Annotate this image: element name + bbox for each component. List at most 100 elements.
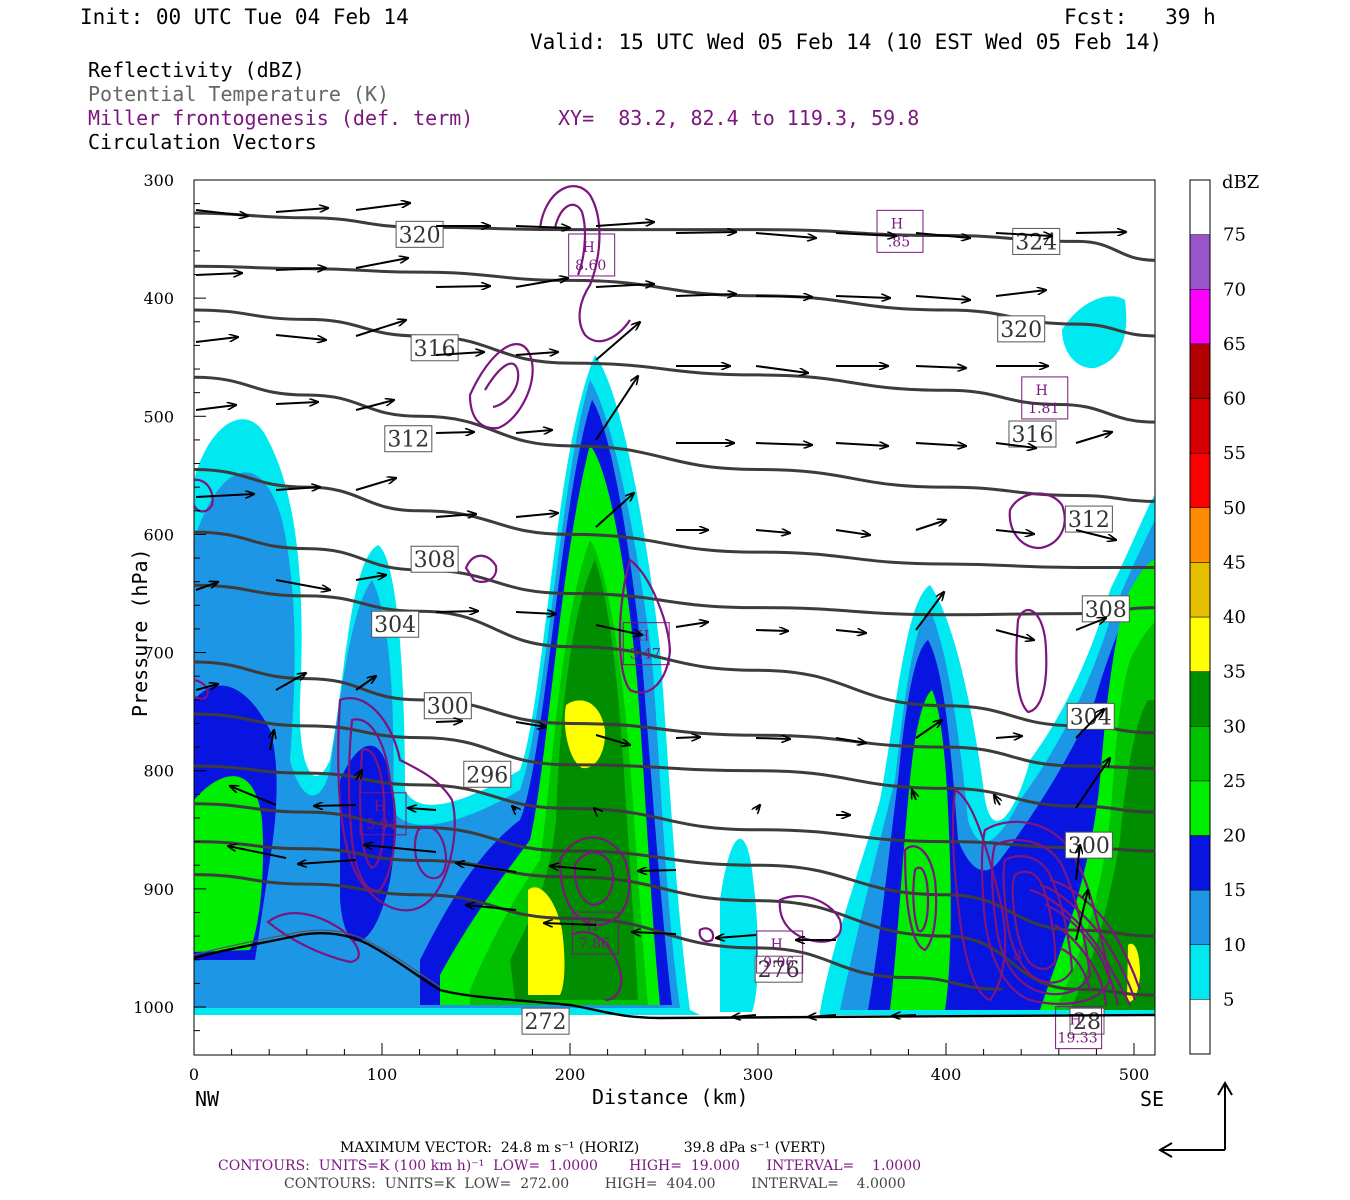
x-tick-label: 200 (555, 1065, 586, 1084)
fg-high-value: 8 (1013, 948, 1022, 964)
fg-high-marker: H (586, 918, 598, 934)
init-time: Init: 00 UTC Tue 04 Feb 14 (80, 5, 409, 29)
y-tick-label: 700 (143, 644, 174, 663)
theta-label-box (410, 545, 459, 573)
theta-label: 300 (427, 695, 469, 720)
x-tick-label: 500 (1119, 1065, 1150, 1084)
legend-vectors: Circulation Vectors (88, 130, 317, 154)
theta-contour-280 (194, 840, 1155, 997)
legend-theta: Potential Temperature (K) (88, 82, 390, 106)
legend-frontogenesis: Miller frontogenesis (def. term) (88, 106, 474, 130)
fg-high-value: 5.94 (366, 817, 397, 833)
fg-high-value: 5.47 (630, 647, 661, 663)
x-left-label: NW (195, 1087, 220, 1111)
theta-label-box (1066, 702, 1115, 730)
contours-theta-note: CONTOURS: UNITS=K LOW= 272.00 HIGH= 404.… (284, 1176, 906, 1192)
theta-label: 272 (525, 1010, 567, 1035)
fg-high-value: 8.60 (575, 258, 606, 274)
colorbar-level-label: 10 (1223, 935, 1246, 956)
colorbar-level-label: 5 (1223, 989, 1234, 1010)
theta-contour-292 (194, 712, 1155, 814)
theta-label-box (384, 425, 433, 453)
fg-high-box (1055, 1006, 1103, 1050)
theta-label-box (423, 692, 472, 720)
colorbar-level-label: 75 (1223, 225, 1246, 246)
fg-high-box (1021, 376, 1069, 420)
fg-high-value: 19.33 (1058, 1031, 1098, 1047)
x-tick-label: 400 (931, 1065, 962, 1084)
theta-contour-296 (194, 660, 1155, 770)
theta-label: 304 (374, 613, 416, 638)
y-tick-label: 500 (143, 407, 174, 426)
theta-contour-276 (194, 873, 1003, 991)
colorbar-bin (1189, 944, 1211, 1000)
fg-high-value: 1.81 (1028, 401, 1059, 417)
terrain-line (193, 932, 1156, 1020)
fg-high-marker: H (637, 629, 649, 645)
reflectivity-field (194, 296, 1155, 1015)
theta-contour-324 (194, 211, 1155, 262)
axes: 0 100 200 300 400 500 300 400 500 600 700 800 900 100… (133, 171, 1149, 1084)
theta-label: 304 (1070, 705, 1112, 730)
theta-label-box (1069, 1007, 1105, 1035)
theta-label-box (371, 610, 420, 638)
colorbar-level-label: 30 (1223, 716, 1246, 737)
y-axis-title: Pressure (hPa) (128, 548, 152, 717)
colorbar-level-label: 65 (1223, 334, 1246, 355)
colorbar-bin (1189, 780, 1211, 836)
colorbar-unit: dBZ (1222, 172, 1259, 193)
frontogenesis-contours (194, 185, 1142, 1007)
forecast-hour: Fcst: 39 h (1064, 5, 1216, 29)
fg-high-marker: H (771, 937, 783, 953)
colorbar-level-label: 25 (1223, 771, 1246, 792)
colorbar-bin (1189, 398, 1211, 454)
colorbar-level-label: 60 (1223, 389, 1246, 410)
circulation-vectors (195, 203, 1126, 1017)
theta-label: 308 (414, 548, 456, 573)
contours-frontogenesis-note: CONTOURS: UNITS=K (100 km h)⁻¹ LOW= 1.00… (218, 1158, 922, 1174)
fg-high-box (756, 930, 804, 974)
theta-label-box (410, 334, 459, 362)
fg-high-box (568, 233, 616, 277)
max-vector-note: MAXIMUM VECTOR: 24.8 m s⁻¹ (HORIZ) 39.8 … (340, 1140, 826, 1156)
valid-time: Valid: 15 UTC Wed 05 Feb 14 (10 EST Wed … (530, 30, 1163, 54)
terrain-line-upper (193, 929, 441, 988)
fg-high-marker: H (583, 240, 595, 256)
colorbar-bin (1189, 452, 1211, 508)
colorbar-bin-below-5 (1190, 999, 1210, 1054)
y-tick-label: 600 (143, 525, 174, 544)
colorbar-bin (1189, 616, 1211, 672)
theta-contour-316 (194, 308, 1155, 424)
theta-label-box (997, 315, 1046, 343)
colorbar-level-label: 45 (1223, 552, 1246, 573)
y-tick-label: 400 (143, 289, 174, 308)
fg-high-box (622, 622, 670, 666)
y-tick-label: 900 (143, 880, 174, 899)
theta-contour-304 (194, 530, 1155, 617)
colorbar-bin (1189, 835, 1211, 891)
theta-label: 276 (758, 958, 800, 983)
fg-high-marker: H (1036, 383, 1048, 399)
refl-30dbz (510, 560, 1155, 1010)
theta-label: 296 (466, 763, 508, 788)
fg-high-marker: H (374, 799, 386, 815)
theta-label-box (521, 1007, 570, 1035)
fg-high-value: 9.06 (763, 955, 794, 971)
y-tick-label: 300 (143, 171, 174, 190)
theta-label-box (1008, 420, 1057, 448)
theta-label-box (395, 220, 444, 248)
fg-high-marker: H (891, 216, 903, 232)
colorbar-level-label: 70 (1223, 279, 1246, 300)
fg-high-box (571, 911, 619, 955)
colorbar-bin (1189, 671, 1211, 727)
theta-label: 312 (1068, 508, 1110, 533)
colorbar-level-label: 55 (1223, 443, 1246, 464)
theta-label: 316 (414, 337, 456, 362)
colorbar-bin (1189, 179, 1211, 235)
x-tick-label: 300 (743, 1065, 774, 1084)
theta-label: 316 (1011, 423, 1053, 448)
colorbar-bin (1189, 289, 1211, 345)
x-tick-label: 0 (189, 1065, 199, 1084)
colorbar-level-label: 35 (1223, 662, 1246, 683)
